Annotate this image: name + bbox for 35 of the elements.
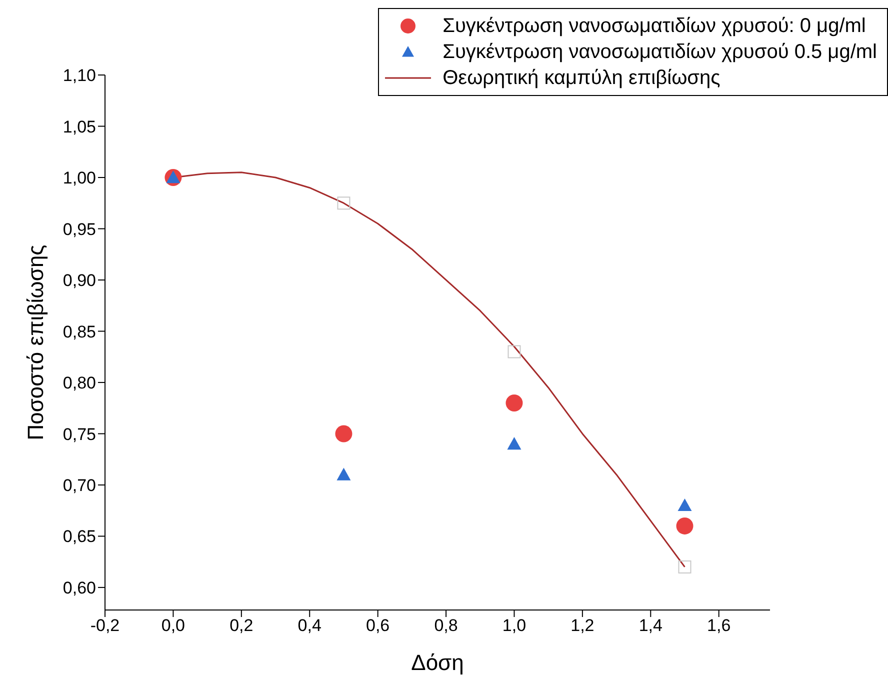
x-tick-label: 0,0 <box>161 616 186 636</box>
x-tick-label: -0,2 <box>90 616 120 636</box>
legend-label: Συγκέντρωση νανοσωματιδίων χρυσού: 0 μg/ml <box>442 14 866 38</box>
y-tick-label: 0,85 <box>62 322 96 342</box>
y-tick-label: 0,60 <box>62 578 96 598</box>
y-tick-label: 0,65 <box>62 527 96 546</box>
x-tick-label: 1,4 <box>638 616 662 636</box>
point <box>508 345 521 358</box>
y-axis-title: Ποσοστό επιβίωσης <box>22 244 48 440</box>
point <box>335 425 352 442</box>
point <box>507 436 522 450</box>
point <box>336 468 351 480</box>
y-tick-label: 0,90 <box>62 271 96 290</box>
y-tick-label: 1,05 <box>62 117 96 136</box>
point <box>506 394 523 412</box>
y-tick-label: 1,00 <box>62 168 96 188</box>
y-tick-label: 0,75 <box>62 424 96 444</box>
y-tick-label: 0,95 <box>62 220 96 239</box>
x-tick-label: 0,4 <box>298 616 322 636</box>
point <box>676 517 694 534</box>
x-tick-label: 1,2 <box>570 616 594 636</box>
y-tick-label: 1,10 <box>62 66 96 86</box>
x-axis-title: Δόση <box>411 650 464 675</box>
x-tick-label: 0,6 <box>366 616 390 636</box>
x-tick-label: 0,2 <box>230 616 254 636</box>
y-tick-label: 0,80 <box>62 374 96 393</box>
point <box>678 498 692 512</box>
point <box>337 196 350 210</box>
x-tick-label: 1,0 <box>502 616 526 636</box>
x-tick-label: 1,6 <box>707 616 731 636</box>
legend-label: Συγκέντρωση νανοσωματιδίων χρυσού 0.5 μg/ml <box>442 40 877 64</box>
x-tick-label: 0,8 <box>434 616 458 636</box>
legend-label: Θεωρητική καμπύλη επιβίωσης <box>442 66 720 90</box>
point <box>678 560 692 574</box>
y-tick-label: 0,70 <box>62 476 96 495</box>
